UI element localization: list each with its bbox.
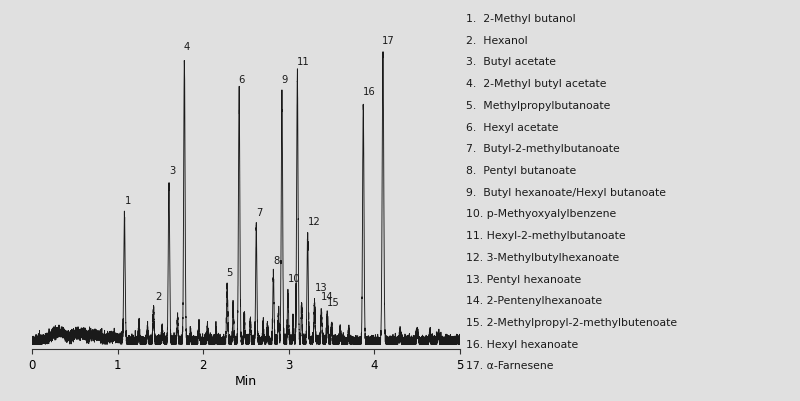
Text: 15. 2-Methylpropyl-2-methylbutenoate: 15. 2-Methylpropyl-2-methylbutenoate: [466, 317, 677, 327]
Text: 1: 1: [125, 195, 131, 205]
Text: 11: 11: [297, 57, 310, 67]
Text: 17. α-Farnesene: 17. α-Farnesene: [466, 360, 553, 371]
Text: 14. 2-Pentenylhexanoate: 14. 2-Pentenylhexanoate: [466, 296, 602, 306]
Text: 6: 6: [238, 75, 245, 85]
Text: 1.  2-Methyl butanol: 1. 2-Methyl butanol: [466, 14, 575, 24]
Text: 2: 2: [155, 292, 162, 302]
Text: 12. 3-Methylbutylhexanoate: 12. 3-Methylbutylhexanoate: [466, 252, 619, 262]
Text: 17: 17: [382, 36, 395, 46]
Text: 13: 13: [314, 283, 327, 293]
Text: 10. p-Methyoxyalylbenzene: 10. p-Methyoxyalylbenzene: [466, 209, 616, 219]
Text: 7.  Butyl-2-methylbutanoate: 7. Butyl-2-methylbutanoate: [466, 144, 619, 154]
Text: 3.  Butyl acetate: 3. Butyl acetate: [466, 57, 555, 67]
Text: 8.  Pentyl butanoate: 8. Pentyl butanoate: [466, 166, 576, 176]
Text: 3: 3: [169, 165, 175, 175]
Text: 6.  Hexyl acetate: 6. Hexyl acetate: [466, 122, 558, 132]
X-axis label: Min: Min: [235, 374, 257, 387]
Text: 10: 10: [288, 273, 301, 284]
Text: 2.  Hexanol: 2. Hexanol: [466, 36, 527, 46]
Text: 4: 4: [183, 42, 190, 52]
Text: 16: 16: [362, 87, 375, 97]
Text: 15: 15: [327, 298, 340, 308]
Text: 11. Hexyl-2-methylbutanoate: 11. Hexyl-2-methylbutanoate: [466, 231, 626, 241]
Text: 9: 9: [281, 75, 287, 85]
Text: 14: 14: [322, 292, 334, 302]
Text: 5.  Methylpropylbutanoate: 5. Methylpropylbutanoate: [466, 101, 610, 111]
Text: 13. Pentyl hexanoate: 13. Pentyl hexanoate: [466, 274, 581, 284]
Text: 5: 5: [226, 267, 233, 277]
Text: 8: 8: [274, 255, 280, 265]
Text: 4.  2-Methyl butyl acetate: 4. 2-Methyl butyl acetate: [466, 79, 606, 89]
Text: 9.  Butyl hexanoate/Hexyl butanoate: 9. Butyl hexanoate/Hexyl butanoate: [466, 187, 666, 197]
Text: 16. Hexyl hexanoate: 16. Hexyl hexanoate: [466, 339, 578, 349]
Text: 7: 7: [256, 207, 262, 217]
Text: 12: 12: [308, 216, 320, 226]
